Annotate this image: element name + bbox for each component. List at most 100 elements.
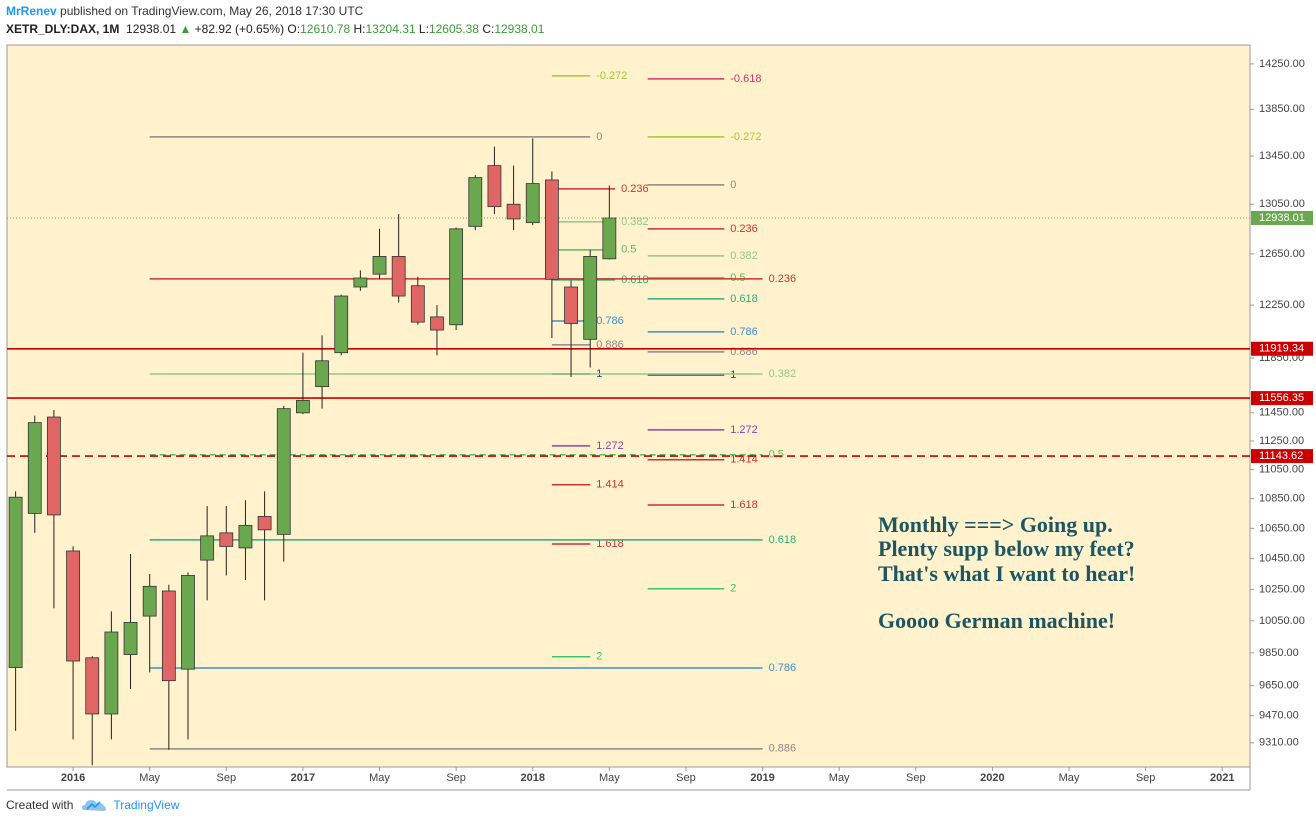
- y-tick-label: 10250.00: [1259, 583, 1305, 595]
- candle-body: [468, 177, 483, 227]
- header-line: MrRenev published on TradingView.com, Ma…: [6, 4, 363, 18]
- candle-body: [66, 550, 80, 662]
- candle-body: [104, 631, 119, 715]
- created-with: Created with: [6, 798, 74, 812]
- fib-label: 2: [730, 583, 736, 595]
- fib-label: 0.5: [621, 244, 636, 256]
- fib-label: 0.382: [769, 368, 797, 380]
- x-tick-label: 2020: [980, 772, 1004, 784]
- fib-label: 1.618: [596, 538, 624, 550]
- y-tick-label: 9850.00: [1259, 647, 1299, 659]
- chart: 14250.00 13850.00 13450.00 13050.00 12650.00…: [6, 44, 1313, 791]
- fib-label: 2: [596, 651, 602, 663]
- candle-body: [410, 285, 425, 323]
- y-tick-label: 13050.00: [1259, 198, 1305, 210]
- y-tick-label: 10450.00: [1259, 553, 1305, 565]
- price-badge: [1251, 341, 1313, 356]
- fib-label: 0.236: [621, 183, 649, 195]
- fib-label: 0.786: [596, 315, 624, 327]
- x-tick-label: Sep: [906, 772, 926, 784]
- fib-label: -0.272: [730, 131, 761, 143]
- annotation: Monthly ===> Going up.: [878, 512, 1113, 537]
- candle-body: [123, 622, 138, 655]
- last-price-badge: [1251, 210, 1313, 225]
- y-tick-label: 14250.00: [1259, 58, 1305, 70]
- y-tick-label: 10050.00: [1259, 615, 1305, 627]
- fib-label: 0.382: [621, 216, 649, 228]
- candle-body: [544, 179, 559, 280]
- x-tick-label: Sep: [217, 772, 237, 784]
- candle-body: [142, 585, 157, 617]
- y-tick-label: 11450.00: [1259, 407, 1304, 419]
- c-value: 12938.01: [494, 22, 545, 36]
- y-tick-label: 10850.00: [1259, 493, 1305, 505]
- plot-area: [6, 44, 1251, 768]
- y-tick-label: 10650.00: [1259, 522, 1305, 534]
- x-tick-label: May: [369, 772, 390, 784]
- l-value: 12605.38: [428, 22, 479, 36]
- author[interactable]: MrRenev: [6, 4, 57, 18]
- o-label: O:: [287, 22, 301, 36]
- price-badge-label: 11143.62: [1259, 450, 1303, 462]
- candle-body: [161, 590, 176, 682]
- y-tick-label: 11250.00: [1259, 435, 1304, 447]
- arrow: ▲: [179, 22, 192, 36]
- c-label: C:: [482, 22, 495, 36]
- fib-label: 0.236: [769, 273, 797, 285]
- y-tick-label: 9470.00: [1259, 710, 1299, 722]
- fib-label: 1: [730, 369, 736, 381]
- x-tick-label: Sep: [1136, 772, 1156, 784]
- x-tick-label: 2021: [1210, 772, 1234, 784]
- footer: Created with TradingView: [6, 797, 179, 813]
- fib-label: 0.618: [769, 534, 797, 546]
- x-tick-label: 2016: [61, 772, 85, 784]
- candle-body: [8, 496, 23, 668]
- fib-label: -0.618: [730, 73, 761, 85]
- candle-body: [334, 295, 349, 354]
- candle-body: [315, 360, 329, 387]
- candle-body: [602, 217, 617, 260]
- fib-label: 0.886: [596, 339, 624, 351]
- candle-body: [257, 516, 272, 531]
- price-badge: [1251, 391, 1313, 406]
- x-tick-label: 2017: [291, 772, 315, 784]
- candle-body: [85, 657, 100, 715]
- y-tick-label: 11050.00: [1259, 463, 1304, 475]
- fib-label: 0.236: [730, 223, 758, 235]
- candle-body: [449, 228, 464, 326]
- candle-body: [276, 408, 291, 535]
- x-tick-label: Sep: [446, 772, 466, 784]
- x-tick-label: Sep: [676, 772, 696, 784]
- price-badge-label: 11556.35: [1259, 392, 1304, 404]
- price-badge: [1251, 449, 1313, 464]
- y-tick-label: 9310.00: [1259, 737, 1299, 749]
- candle-body: [506, 203, 521, 220]
- x-tick-label: 2018: [520, 772, 544, 784]
- candle-body: [391, 255, 406, 297]
- fib-label: 0.618: [621, 274, 649, 286]
- h-label: H:: [353, 22, 366, 36]
- candle-body: [353, 277, 368, 288]
- h-value: 13204.31: [365, 22, 416, 36]
- candle-body: [430, 316, 444, 331]
- fib-label: 0.886: [769, 743, 797, 755]
- y-tick-label: 13850.00: [1259, 103, 1305, 115]
- y-tick-label: 12250.00: [1259, 299, 1305, 311]
- fib-label: 1.272: [596, 440, 624, 452]
- x-tick-label: May: [139, 772, 160, 784]
- candle-body: [219, 532, 234, 547]
- candle-body: [564, 286, 578, 324]
- candle-body: [238, 524, 253, 549]
- l-label: L:: [418, 22, 429, 36]
- x-tick-label: May: [599, 772, 620, 784]
- change: +82.92 (+0.65%): [194, 22, 285, 36]
- fib-label: 0.886: [730, 346, 758, 358]
- fib-label: 0.786: [730, 326, 758, 338]
- candle-body: [200, 535, 215, 561]
- last: 12938.01: [126, 22, 177, 36]
- symbol-line: XETR_DLY:DAX, 1M 12938.01 ▲ +82.92 (+0.6…: [6, 22, 544, 36]
- last-price-label: 12938.01: [1259, 212, 1305, 224]
- candle-body: [181, 575, 195, 670]
- fib-label: 0.382: [730, 250, 758, 262]
- brand[interactable]: TradingView: [113, 798, 180, 812]
